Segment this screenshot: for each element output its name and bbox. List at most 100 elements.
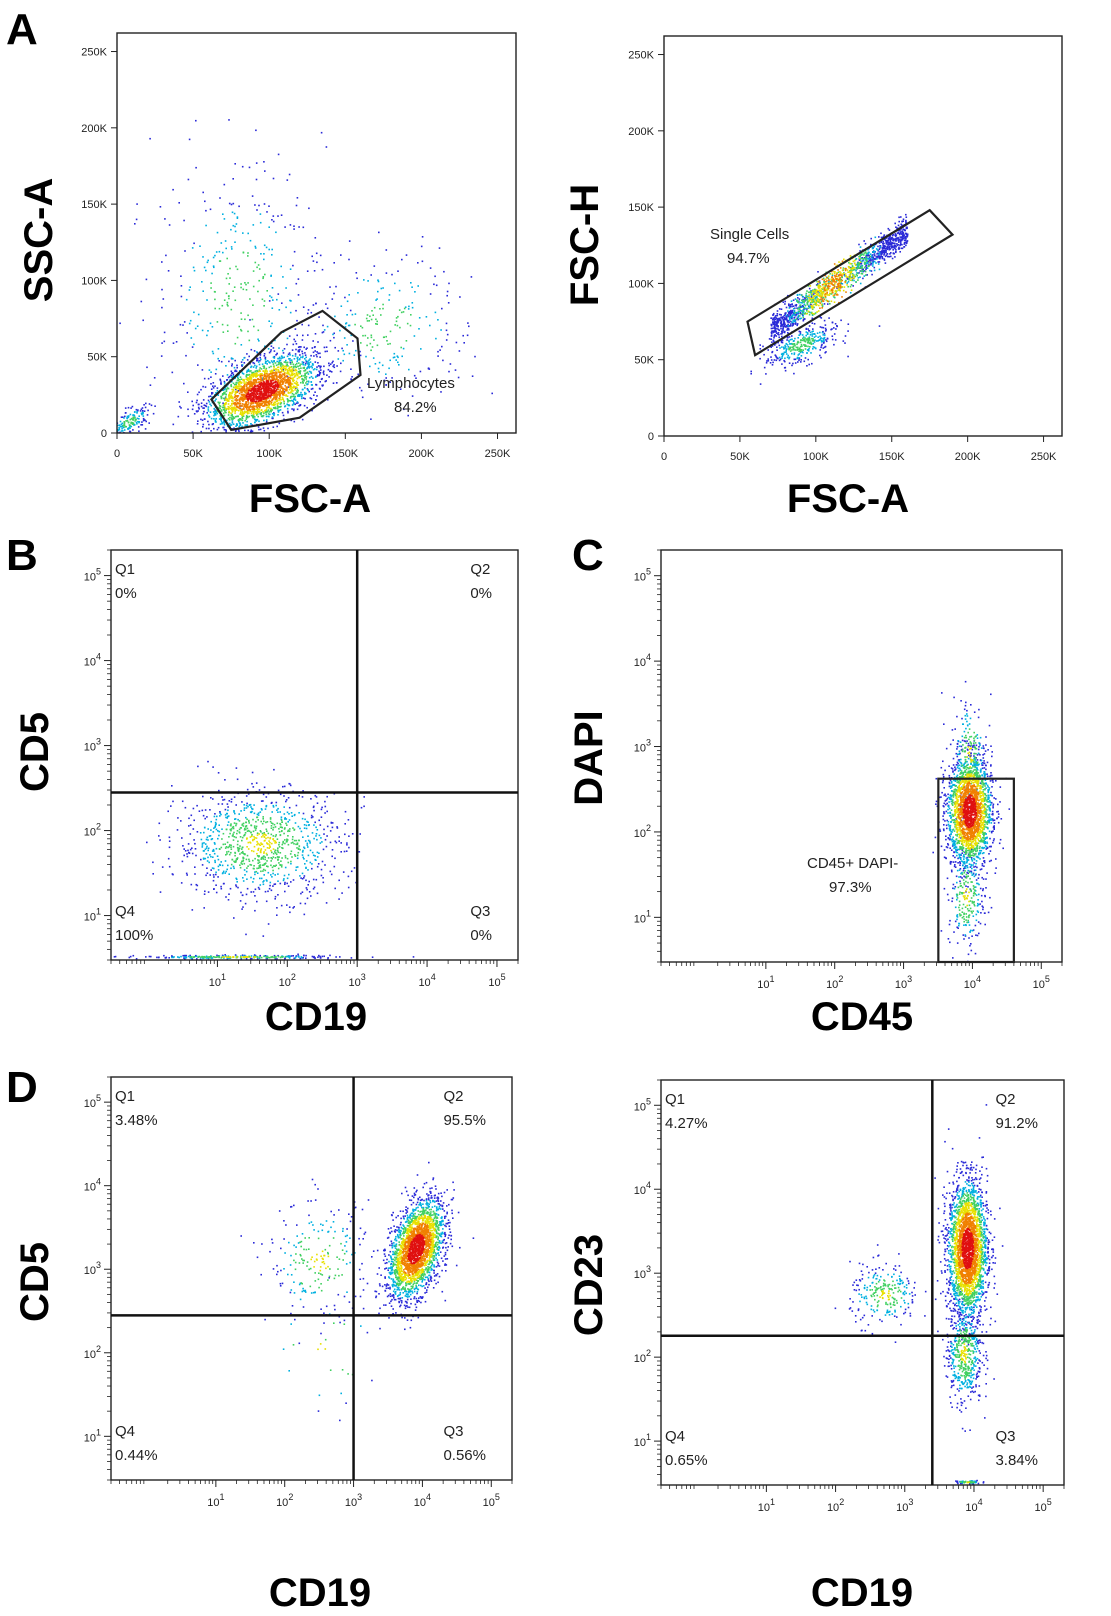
gate-polygon[interactable]: [209, 309, 362, 432]
event-dot: [820, 288, 823, 290]
event-dot: [219, 414, 222, 417]
event-dot: [860, 270, 862, 272]
event-dot: [847, 276, 849, 278]
event-dot: [880, 251, 883, 254]
event-dot: [251, 385, 253, 388]
event-dot: [237, 407, 240, 409]
event-dot: [810, 352, 812, 354]
event-dot: [323, 346, 326, 349]
event-dot: [267, 391, 270, 394]
event-dot: [290, 363, 292, 365]
event-dot: [168, 224, 171, 226]
event-dot: [849, 274, 852, 277]
event-dot: [783, 320, 785, 323]
event-dot: [254, 370, 257, 373]
event-dot: [203, 266, 206, 269]
event-dot: [429, 293, 432, 295]
event-dot: [781, 335, 783, 338]
event-dot: [881, 257, 884, 260]
event-dot: [228, 295, 230, 297]
event-dot: [805, 296, 807, 298]
event-dot: [455, 341, 458, 344]
event-dot: [120, 416, 123, 418]
event-dot: [311, 409, 313, 412]
event-dot: [799, 333, 802, 336]
event-dot: [234, 409, 236, 411]
event-dot: [855, 281, 857, 283]
event-dot: [234, 399, 236, 401]
event-dot: [778, 336, 780, 339]
event-dot: [243, 407, 245, 409]
event-dot: [283, 392, 286, 394]
event-dot: [805, 334, 807, 337]
event-dot: [231, 380, 233, 383]
event-dot: [247, 252, 249, 254]
event-dot: [870, 264, 872, 266]
event-dot: [379, 308, 381, 310]
event-dot: [327, 368, 330, 371]
event-dot: [279, 389, 281, 391]
event-dot: [284, 367, 286, 370]
event-dot: [295, 374, 297, 377]
event-dot: [785, 349, 787, 351]
event-dot: [282, 352, 285, 354]
event-dot: [236, 415, 238, 418]
event-dot: [184, 250, 186, 252]
event-dot: [247, 400, 249, 402]
event-dot: [223, 423, 226, 426]
event-dot: [836, 275, 839, 278]
event-dot: [267, 387, 270, 389]
event-dot: [898, 239, 901, 241]
event-dot: [247, 232, 249, 235]
event-dot: [880, 241, 883, 243]
event-dot: [263, 371, 266, 374]
event-dot: [293, 376, 296, 378]
event-dot: [275, 378, 278, 381]
event-dot: [816, 298, 819, 301]
event-dot: [789, 303, 792, 306]
event-dot: [409, 324, 412, 327]
event-dot: [827, 275, 830, 277]
event-dot: [776, 320, 779, 322]
event-dot: [255, 376, 257, 378]
event-dot: [790, 323, 792, 325]
event-dot: [235, 265, 237, 268]
event-dot: [800, 350, 802, 353]
event-dot: [120, 430, 123, 432]
event-dot: [167, 270, 170, 272]
event-dot: [271, 307, 274, 309]
event-dot: [230, 395, 233, 398]
event-dot: [385, 373, 387, 375]
event-dot: [280, 265, 282, 268]
event-dot: [231, 413, 233, 416]
event-dot: [851, 268, 853, 270]
event-dot: [778, 308, 781, 310]
event-dot: [236, 390, 238, 392]
event-dot: [867, 248, 869, 251]
event-dot: [776, 323, 778, 326]
event-dot: [273, 372, 276, 374]
event-dot: [240, 286, 242, 289]
event-dot: [837, 271, 840, 274]
event-dot: [225, 247, 227, 250]
event-dot: [348, 324, 351, 327]
event-dot: [311, 255, 313, 258]
event-dot: [235, 370, 238, 373]
event-dot: [291, 404, 294, 406]
event-dot: [263, 389, 265, 392]
event-dot: [220, 417, 223, 419]
event-dot: [302, 226, 305, 229]
event-dot: [223, 428, 226, 431]
event-dot: [255, 389, 257, 392]
event-dot: [255, 420, 258, 422]
event-dot: [820, 298, 822, 301]
event-dot: [771, 364, 774, 366]
event-dot: [121, 424, 124, 427]
event-dot: [290, 369, 293, 372]
event-dot: [260, 253, 262, 255]
event-dot: [216, 428, 219, 431]
event-dot: [282, 368, 284, 371]
event-dot: [398, 309, 401, 311]
event-dot: [138, 430, 140, 432]
event-dot: [296, 408, 299, 411]
